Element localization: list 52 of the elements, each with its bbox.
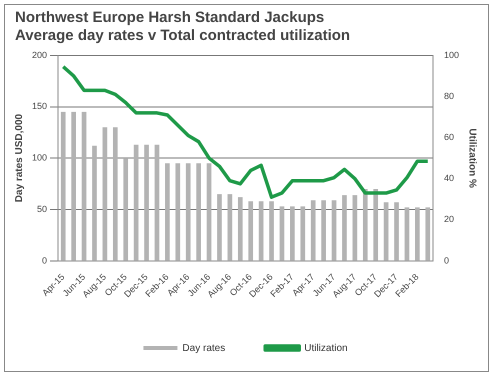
y2-tick-label: 100 <box>444 50 460 60</box>
bar <box>144 144 149 260</box>
bar <box>238 197 243 260</box>
bar <box>373 188 378 260</box>
bar <box>186 163 191 260</box>
y-tick-label: 50 <box>37 204 48 214</box>
bar <box>123 158 128 260</box>
bar <box>280 206 284 260</box>
y-tick-label: 200 <box>32 50 48 60</box>
bar <box>332 200 336 260</box>
bar <box>362 188 368 260</box>
bar <box>269 201 274 260</box>
y2-axis-title: Utilization % <box>466 128 478 188</box>
bar <box>134 144 138 260</box>
bar <box>82 112 86 260</box>
y2-tick-label: 20 <box>444 214 454 224</box>
bar <box>258 201 264 260</box>
bar <box>154 144 160 260</box>
y-tick-label: 150 <box>32 101 48 112</box>
bar <box>290 206 295 260</box>
legend-label: Utilization <box>304 342 348 354</box>
bar <box>248 201 254 260</box>
y-tick-label: 0 <box>42 255 48 266</box>
bar <box>415 207 420 260</box>
bar <box>60 112 66 260</box>
legend-label: Day rates <box>182 342 226 354</box>
bar <box>300 206 306 260</box>
chart-title: Northwest Europe Harsh Standard Jackups Average day rates v Total contracted utilization <box>15 9 350 45</box>
bar <box>310 200 316 260</box>
bar <box>71 112 76 260</box>
bar <box>228 194 232 260</box>
bar <box>92 146 97 260</box>
y-axis-title: Day rates USD,000 <box>14 113 25 202</box>
bar <box>112 127 118 260</box>
bar <box>394 202 399 260</box>
y2-tick-label: 60 <box>444 132 454 142</box>
y-tick-label: 100 <box>32 152 48 163</box>
bar <box>175 163 180 260</box>
bar <box>425 207 430 260</box>
bar <box>321 200 326 260</box>
bar <box>206 163 212 260</box>
y2-tick-label: 0 <box>444 255 449 266</box>
bar <box>217 194 222 260</box>
bar <box>352 195 358 260</box>
bar <box>384 202 388 260</box>
bar <box>342 195 347 260</box>
bar <box>404 207 410 260</box>
bar <box>196 163 201 260</box>
bar <box>102 127 108 260</box>
y2-tick-label: 40 <box>444 173 454 184</box>
bar <box>165 163 170 260</box>
y2-tick-label: 80 <box>444 90 454 101</box>
